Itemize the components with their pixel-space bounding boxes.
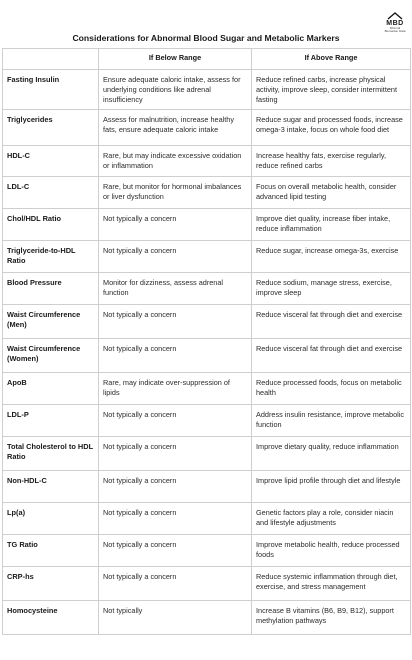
logo-text: MBD	[386, 20, 404, 27]
house-icon	[387, 12, 403, 20]
table-row: Homocysteine Not typically Increase B vita…	[2, 600, 411, 635]
above-range-cell: Reduce processed foods, focus on metabol…	[251, 372, 411, 405]
marker-cell: Triglycerides	[2, 109, 99, 146]
table-row: CRP-hs Not typically a concern Reduce syst…	[2, 566, 411, 601]
marker-cell: Chol/HDL Ratio	[2, 208, 99, 241]
table-row: Fasting Insulin Ensure adequate caloric i…	[2, 69, 411, 110]
header-marker	[2, 48, 99, 70]
below-range-cell: Not typically a concern	[98, 240, 252, 273]
table-row: LDL-C Rare, but monitor for hormonal imba…	[2, 176, 411, 209]
table-header-row: If Below Range If Above Range	[2, 48, 411, 70]
below-range-cell: Ensure adequate caloric intake, assess f…	[98, 69, 252, 110]
table-row: Waist Circumference (Women) Not typically…	[2, 338, 411, 373]
above-range-cell: Reduce refined carbs, increase physical …	[251, 69, 411, 110]
above-range-cell: Improve lipid profile through diet and l…	[251, 470, 411, 503]
above-range-cell: Reduce sugar and processed foods, increa…	[251, 109, 411, 146]
above-range-cell: Reduce visceral fat through diet and exe…	[251, 338, 411, 373]
above-range-cell: Address insulin resistance, improve meta…	[251, 404, 411, 437]
table-row: ApoB Rare, may indicate over-suppression …	[2, 372, 411, 405]
marker-cell: Blood Pressure	[2, 272, 99, 305]
table-body: Fasting Insulin Ensure adequate caloric i…	[2, 69, 411, 635]
above-range-cell: Improve metabolic health, reduce process…	[251, 534, 411, 567]
below-range-cell: Not typically a concern	[98, 436, 252, 471]
marker-cell: HDL-C	[2, 145, 99, 177]
above-range-cell: Improve diet quality, increase fiber int…	[251, 208, 411, 241]
marker-cell: LDL-C	[2, 176, 99, 209]
table-row: HDL-C Rare, but may indicate excessive ox…	[2, 145, 411, 177]
table-row: Non-HDL-C Not typically a concern Improve …	[2, 470, 411, 503]
page-title: Considerations for Abnormal Blood Sugar …	[72, 33, 340, 43]
logo: MBD Minimal Biomarker Data	[384, 12, 406, 33]
markers-table: If Below Range If Above Range Fasting In…	[2, 48, 411, 635]
below-range-cell: Not typically a concern	[98, 338, 252, 373]
table-row: Waist Circumference (Men) Not typically a…	[2, 304, 411, 339]
marker-cell: Waist Circumference (Men)	[2, 304, 99, 339]
above-range-cell: Increase B vitamins (B6, B9, B12), suppo…	[251, 600, 411, 635]
below-range-cell: Rare, but monitor for hormonal imbalance…	[98, 176, 252, 209]
below-range-cell: Not typically a concern	[98, 566, 252, 601]
table-row: LDL-P Not typically a concern Address insu…	[2, 404, 411, 437]
marker-cell: CRP-hs	[2, 566, 99, 601]
header-above-range: If Above Range	[251, 48, 411, 70]
below-range-cell: Not typically a concern	[98, 502, 252, 535]
below-range-cell: Not typically a concern	[98, 534, 252, 567]
marker-cell: Lp(a)	[2, 502, 99, 535]
below-range-cell: Not typically a concern	[98, 470, 252, 503]
table-row: Total Cholesterol to HDL Ratio Not typica…	[2, 436, 411, 471]
above-range-cell: Reduce sugar, increase omega-3s, exercis…	[251, 240, 411, 273]
above-range-cell: Reduce visceral fat through diet and exe…	[251, 304, 411, 339]
marker-cell: ApoB	[2, 372, 99, 405]
above-range-cell: Genetic factors play a role, consider ni…	[251, 502, 411, 535]
below-range-cell: Not typically a concern	[98, 304, 252, 339]
marker-cell: Fasting Insulin	[2, 69, 99, 110]
below-range-cell: Not typically a concern	[98, 404, 252, 437]
above-range-cell: Reduce systemic inflammation through die…	[251, 566, 411, 601]
table-row: Triglycerides Assess for malnutrition, in…	[2, 109, 411, 146]
marker-cell: Waist Circumference (Women)	[2, 338, 99, 373]
logo-subtext: Minimal Biomarker Data	[384, 26, 406, 33]
above-range-cell: Improve dietary quality, reduce inflamma…	[251, 436, 411, 471]
marker-cell: Triglyceride-to-HDL Ratio	[2, 240, 99, 273]
above-range-cell: Focus on overall metabolic health, consi…	[251, 176, 411, 209]
above-range-cell: Increase healthy fats, exercise regularl…	[251, 145, 411, 177]
marker-cell: Total Cholesterol to HDL Ratio	[2, 436, 99, 471]
marker-cell: LDL-P	[2, 404, 99, 437]
marker-cell: Non-HDL-C	[2, 470, 99, 503]
table-row: Triglyceride-to-HDL Ratio Not typically a…	[2, 240, 411, 273]
table-row: Blood Pressure Monitor for dizziness, ass…	[2, 272, 411, 305]
table-row: Chol/HDL Ratio Not typically a concern Imp…	[2, 208, 411, 241]
below-range-cell: Monitor for dizziness, assess adrenal fu…	[98, 272, 252, 305]
below-range-cell: Assess for malnutrition, increase health…	[98, 109, 252, 146]
marker-cell: TG Ratio	[2, 534, 99, 567]
table-row: Lp(a) Not typically a concern Genetic fact…	[2, 502, 411, 535]
below-range-cell: Not typically	[98, 600, 252, 635]
below-range-cell: Not typically a concern	[98, 208, 252, 241]
above-range-cell: Reduce sodium, manage stress, exercise, …	[251, 272, 411, 305]
table-row: TG Ratio Not typically a concern Improve m…	[2, 534, 411, 567]
below-range-cell: Rare, may indicate over-suppression of l…	[98, 372, 252, 405]
below-range-cell: Rare, but may indicate excessive oxidati…	[98, 145, 252, 177]
marker-cell: Homocysteine	[2, 600, 99, 635]
header-below-range: If Below Range	[98, 48, 252, 70]
